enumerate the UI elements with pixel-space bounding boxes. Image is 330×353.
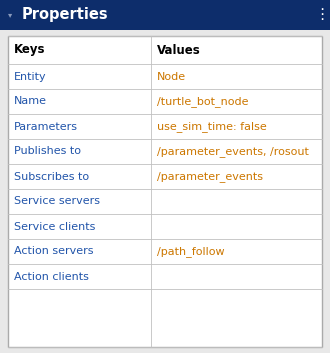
Text: Values: Values bbox=[157, 43, 201, 56]
Text: Service clients: Service clients bbox=[14, 221, 95, 232]
Text: Node: Node bbox=[157, 72, 186, 82]
Text: /path_follow: /path_follow bbox=[157, 246, 224, 257]
Text: /parameter_events: /parameter_events bbox=[157, 171, 263, 182]
Text: Publishes to: Publishes to bbox=[14, 146, 81, 156]
Text: Action clients: Action clients bbox=[14, 271, 89, 281]
Text: ▾: ▾ bbox=[8, 11, 12, 19]
Text: use_sim_time: false: use_sim_time: false bbox=[157, 121, 267, 132]
Text: Entity: Entity bbox=[14, 72, 47, 82]
Bar bbox=[0, 0, 330, 30]
Text: Name: Name bbox=[14, 96, 47, 107]
Text: Parameters: Parameters bbox=[14, 121, 78, 132]
Text: Properties: Properties bbox=[22, 7, 109, 23]
Text: Service servers: Service servers bbox=[14, 197, 100, 207]
Text: ⋮: ⋮ bbox=[314, 7, 330, 23]
Bar bbox=[8, 36, 322, 347]
Text: /parameter_events, /rosout: /parameter_events, /rosout bbox=[157, 146, 309, 157]
Text: /turtle_bot_node: /turtle_bot_node bbox=[157, 96, 248, 107]
Text: Subscribes to: Subscribes to bbox=[14, 172, 89, 181]
Text: Keys: Keys bbox=[14, 43, 46, 56]
Text: Action servers: Action servers bbox=[14, 246, 93, 257]
